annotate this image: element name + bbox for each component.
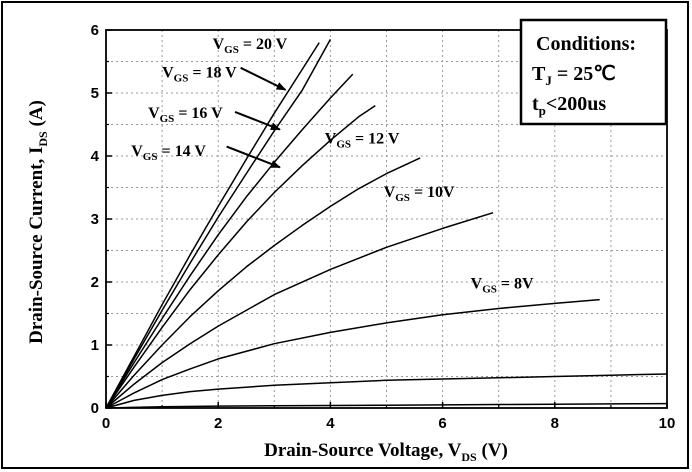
label-prefix: V [384,184,396,201]
annotation-arrow-1 [234,110,281,131]
label-sub: GS [224,44,239,56]
conditions-pulse: tp<200us [532,93,606,118]
label-value: = 12 V [351,130,400,147]
series-line-4 [105,157,421,409]
series-line-0 [105,42,320,409]
label-prefix: V [325,130,337,147]
curve-label-4: VGS = 12 V [325,130,400,150]
curve-label-6: VGS = 8V [471,275,534,295]
label-value: = 16 V [174,105,223,122]
y-axis-title: Drain-Source Current, IDS (A) [26,100,50,344]
series-line-1 [105,39,332,409]
y-tick-label: 0 [91,400,99,417]
label-value: = 14 V [157,143,206,160]
label-value: = 20 V [239,36,288,53]
label-sub: GS [143,151,158,163]
curve-label-5: VGS = 10V [384,184,455,204]
series-line-2 [105,73,354,409]
label-sub: GS [174,72,189,84]
y-tick-label: 6 [91,22,99,39]
label-prefix: V [162,64,174,81]
curve-label-0: VGS = 20 V [213,36,288,56]
x-tick-label: 0 [102,415,110,432]
label-value: = 10V [410,184,455,201]
curves [105,39,668,409]
series-line-3 [105,104,376,409]
label-prefix: V [131,143,143,160]
y-tick-label: 3 [91,211,99,228]
label-value: = 8V [497,275,534,292]
series-line-7 [105,373,668,409]
x-tick-label: 8 [551,415,559,432]
series-line-5 [105,211,494,409]
y-tick-label: 1 [91,337,99,354]
curve-label-1: VGS = 18 V [162,64,237,84]
y-tick-label: 4 [91,148,100,165]
conditions-border [519,18,668,126]
y-tick-label: 2 [91,274,99,291]
x-tick-label: 2 [214,415,222,432]
label-sub: GS [395,192,410,204]
label-sub: GS [160,113,175,125]
conditions-temperature: TJ = 25℃ [532,63,616,88]
curve-label-3: VGS = 14 V [131,143,206,163]
label-prefix: V [148,105,160,122]
label-sub: GS [482,283,497,295]
label-prefix: V [471,275,483,292]
x-tick-label: 4 [326,415,335,432]
annotation-arrow-0 [240,66,287,91]
y-tick-label: 5 [91,85,99,102]
conditions-box: Conditions: TJ = 25℃ tp<200us [519,18,668,126]
x-tick-label: 6 [438,415,446,432]
conditions-title: Conditions: [536,33,636,55]
x-tick-label: 10 [659,415,676,432]
label-prefix: V [213,36,225,53]
label-value: = 18 V [188,64,237,81]
x-axis-title: Drain-Source Voltage, VDS (V) [264,440,508,464]
curve-label-2: VGS = 16 V [148,105,223,125]
ticks: 0 2 4 6 8 10 0 1 2 3 4 5 6 [91,22,676,432]
annotation-arrow-2 [226,145,281,169]
label-sub: GS [336,138,351,150]
series-line-6 [105,298,600,409]
